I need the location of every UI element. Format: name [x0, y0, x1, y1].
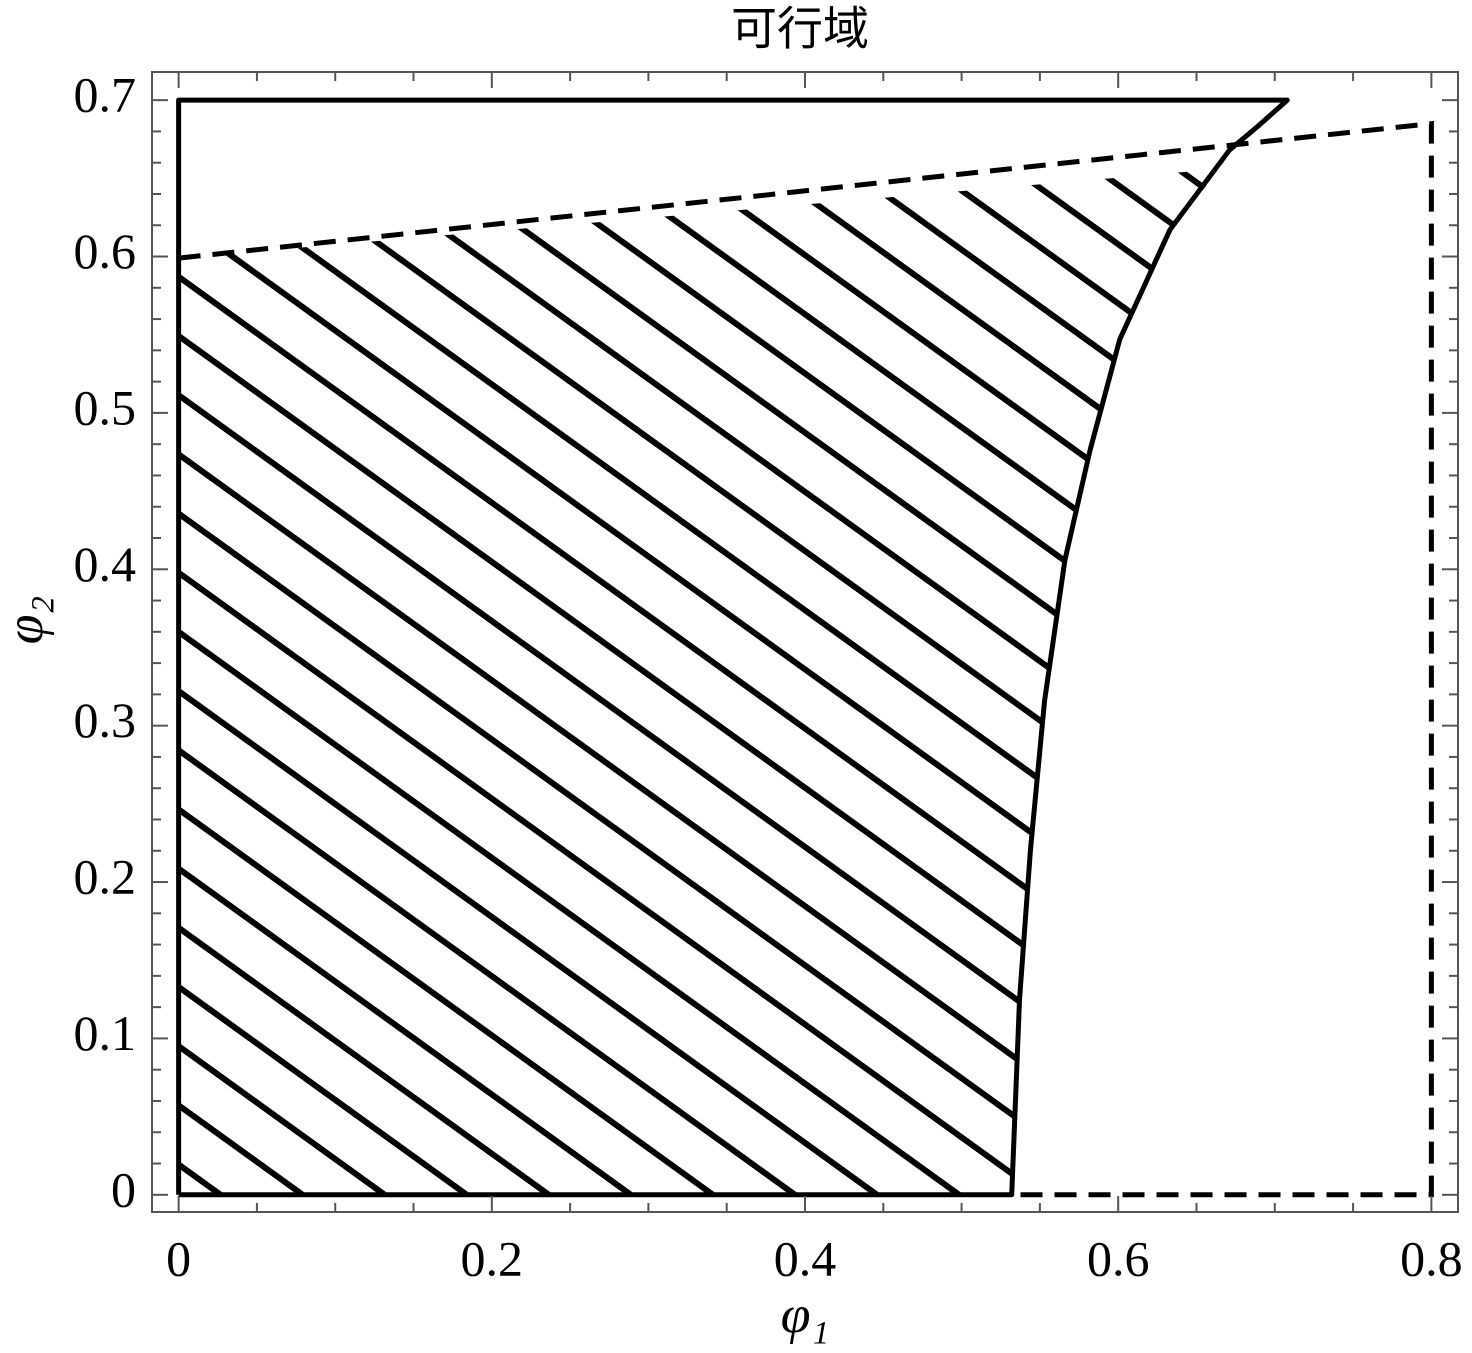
y-tick-label: 0.2 [74, 849, 137, 905]
solid-boundary [176, 97, 1290, 1198]
y-tick-label: 0.5 [74, 379, 137, 435]
y-tick-label: 0.6 [74, 223, 137, 279]
y-axis-label: φ₂ [0, 596, 54, 645]
x-axis-label: φ₁ [781, 1284, 830, 1344]
y-tick-label: 0 [111, 1161, 136, 1217]
feasible-region [178, 168, 1220, 1195]
chart-title: 可行域 [731, 2, 869, 56]
x-tick-label: 0.4 [774, 1230, 837, 1286]
x-tick-label: 0.2 [461, 1230, 524, 1286]
y-tick-label: 0.4 [74, 536, 137, 592]
y-tick-label: 0.3 [74, 692, 137, 748]
x-tick-label: 0.6 [1087, 1230, 1150, 1286]
y-tick-label: 0.7 [74, 67, 137, 123]
x-tick-label: 0 [166, 1230, 191, 1286]
x-tick-label: 0.8 [1400, 1230, 1463, 1286]
dashed-boundary [178, 120, 1434, 1198]
y-tick-label: 0.1 [74, 1005, 137, 1061]
